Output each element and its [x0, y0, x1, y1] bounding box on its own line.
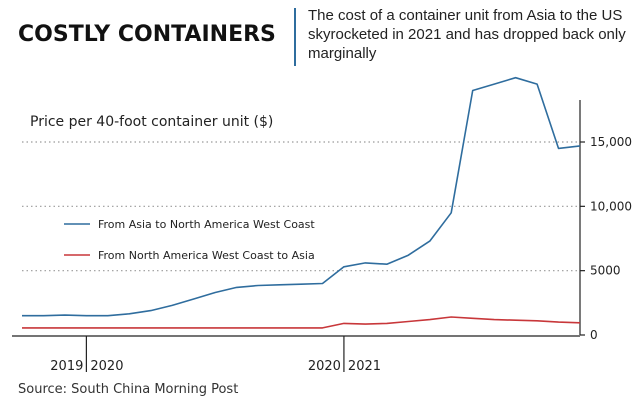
x-tick-label: 2021	[348, 359, 381, 374]
x-tick-label: 2020	[308, 359, 341, 374]
x-tick-label: 2020	[90, 359, 123, 374]
y-tick-label: 15,000	[590, 135, 632, 149]
y-tick-label: 0	[590, 328, 598, 342]
legend-label-1: From Asia to North America West Coast	[98, 218, 315, 231]
series-line-2	[22, 316, 581, 329]
source-note: Source: South China Morning Post	[18, 382, 239, 397]
y-tick-label: 10,000	[590, 199, 632, 213]
series-line-1	[22, 76, 581, 317]
y-tick-label: 5000	[590, 264, 621, 278]
dek: The cost of a container unit from Asia t…	[308, 7, 626, 62]
x-tick-label: 2019	[50, 359, 83, 374]
chart-title: Price per 40-foot container unit ($)	[30, 114, 274, 130]
legend-label-2: From North America West Coast to Asia	[98, 249, 315, 262]
title-divider	[294, 8, 296, 66]
headline: COSTLY CONTAINERS	[18, 22, 276, 47]
